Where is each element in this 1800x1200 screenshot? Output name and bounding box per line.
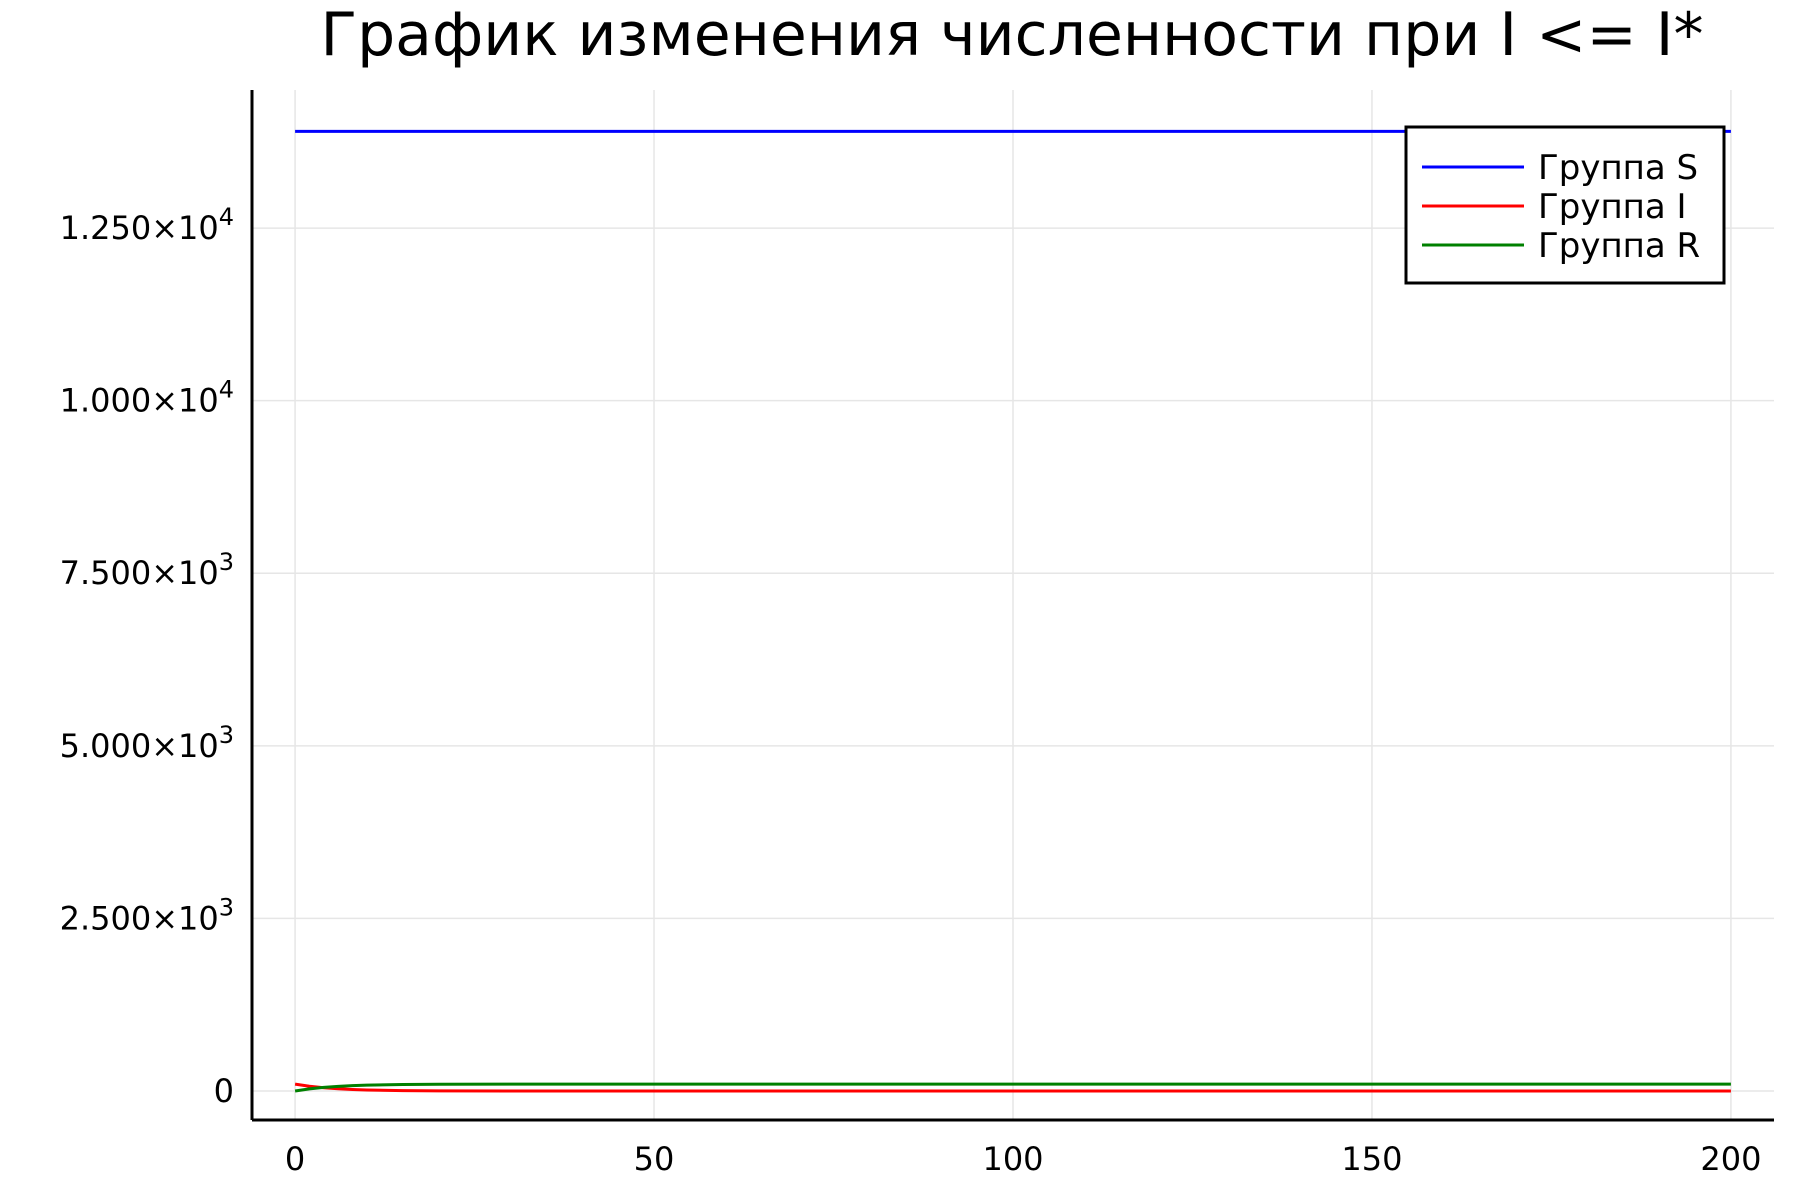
x-tick-label: 200: [1700, 1140, 1761, 1178]
y-tick-exponent: 3: [219, 721, 234, 749]
x-tick-label: 0: [285, 1140, 305, 1178]
x-tick-label: 50: [634, 1140, 675, 1178]
y-tick-label: 2.500×103: [60, 893, 234, 937]
y-tick-exponent: 3: [219, 548, 234, 576]
y-tick-label: 1.250×104: [60, 203, 234, 247]
legend-label-1: Группа S: [1538, 148, 1698, 188]
y-tick-exponent: 4: [219, 376, 234, 404]
x-tick-label: 150: [1341, 1140, 1402, 1178]
chart-title: График изменения численности при I <= I*: [321, 0, 1704, 70]
legend-label-2: Группа I: [1538, 187, 1687, 227]
y-tick-label: 7.500×103: [60, 548, 234, 592]
y-tick-exponent: 3: [219, 893, 234, 921]
tick-labels: 0 50 100 150 200 0 2.500×103 5.000×103 7.500×103…: [60, 203, 1762, 1178]
y-tick-label: 5.000×103: [60, 721, 234, 765]
y-tick-label: 1.000×104: [60, 376, 234, 420]
y-tick-exponent: 4: [219, 203, 234, 231]
legend-label-3: Группа R: [1538, 226, 1700, 266]
series-line-3: [294, 1082, 1731, 1093]
y-tick-label: 0: [214, 1072, 234, 1110]
x-tick-label: 100: [982, 1140, 1043, 1178]
axes: [250, 90, 1774, 1122]
